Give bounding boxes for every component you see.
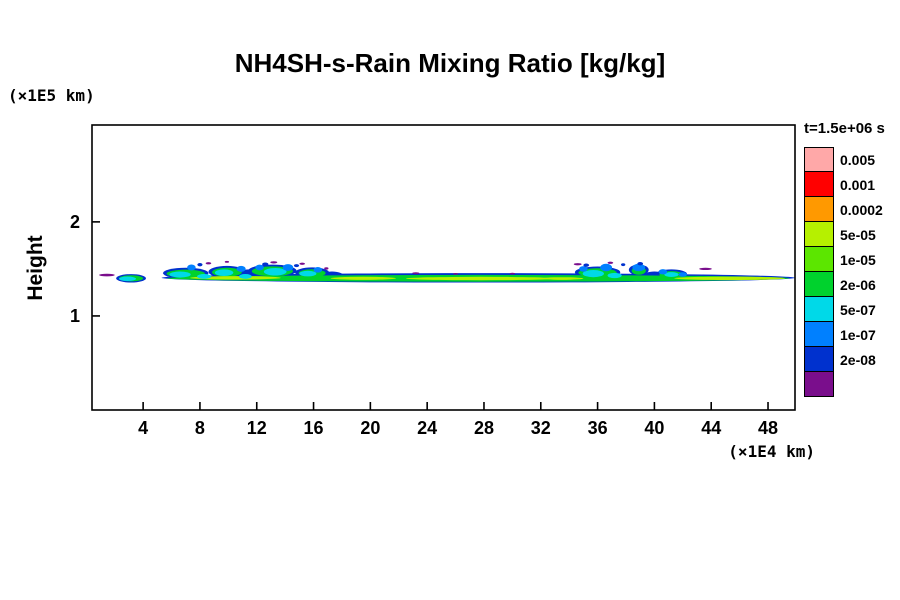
colorbar-entry: 0.005 bbox=[804, 147, 900, 172]
blue-patches bbox=[600, 263, 613, 272]
colorbar-level-label: 2e-06 bbox=[840, 276, 876, 293]
x-tick-label: 8 bbox=[195, 418, 205, 438]
navy-specks bbox=[583, 263, 590, 267]
purple-specks bbox=[607, 261, 614, 264]
x-tick-label: 12 bbox=[247, 418, 267, 438]
colorbar-swatch bbox=[804, 272, 834, 297]
colorbar-entry: 2e-08 bbox=[804, 347, 900, 372]
blue-patches bbox=[255, 264, 264, 271]
cyan-patches bbox=[582, 270, 604, 278]
x-tick-label: 4 bbox=[138, 418, 148, 438]
x-axis-unit: (×1E4 km) bbox=[728, 442, 815, 461]
band-core bbox=[189, 276, 281, 280]
colorbar-level-label: 5e-05 bbox=[840, 226, 876, 243]
colorbar-level-label: 1e-07 bbox=[840, 326, 876, 343]
band-core bbox=[674, 276, 786, 281]
plot-frame bbox=[91, 124, 796, 411]
navy-specks bbox=[197, 262, 203, 267]
blue-patches bbox=[236, 265, 246, 272]
colorbar-boxes: 0.005 0.001 0.0002 5e-05 1e-05 2e-06 5e-07 1e-0… bbox=[804, 147, 900, 397]
purple-specks bbox=[270, 261, 278, 264]
blue-patches bbox=[313, 267, 323, 273]
x-tick-label: 36 bbox=[588, 418, 608, 438]
colorbar-entry: 5e-05 bbox=[804, 222, 900, 247]
y-tick-label: 1 bbox=[70, 306, 80, 326]
purple-specks bbox=[99, 273, 115, 277]
purple-specks bbox=[205, 262, 212, 265]
colorbar-swatch bbox=[804, 372, 834, 397]
blue-patches bbox=[282, 264, 294, 271]
blue-patches bbox=[678, 272, 688, 277]
colorbar-entry: 2e-06 bbox=[804, 272, 900, 297]
contour-band bbox=[99, 260, 795, 283]
cyan-patches bbox=[263, 267, 287, 276]
colorbar-entry bbox=[804, 372, 900, 397]
x-tick-label: 20 bbox=[360, 418, 380, 438]
cyan-patches bbox=[214, 269, 234, 276]
navy-specks bbox=[293, 264, 300, 268]
colorbar-level-label: 2e-08 bbox=[840, 351, 876, 368]
colorbar-legend: t=1.5e+06 s 0.005 0.001 0.0002 5e-05 1e-05 2e… bbox=[804, 120, 900, 397]
purple-specks bbox=[453, 272, 459, 275]
x-tick-label: 40 bbox=[644, 418, 664, 438]
x-tick-label: 24 bbox=[417, 418, 437, 438]
blue-patches bbox=[579, 266, 588, 272]
cyan-patches bbox=[299, 270, 317, 277]
colorbar-entry: 0.0002 bbox=[804, 197, 900, 222]
purple-specks bbox=[224, 260, 230, 263]
colorbar-entry: 1e-07 bbox=[804, 322, 900, 347]
purple-specks bbox=[509, 272, 516, 275]
blue-patches bbox=[632, 263, 646, 272]
legend-time-label: t=1.5e+06 s bbox=[804, 120, 885, 137]
y-axis-unit: (×1E5 km) bbox=[8, 86, 95, 105]
y-tick-label: 2 bbox=[70, 212, 80, 232]
x-tick-label: 44 bbox=[701, 418, 721, 438]
purple-specks bbox=[699, 267, 712, 271]
blue-patches bbox=[187, 264, 196, 271]
blue-patches bbox=[658, 269, 668, 275]
cyan-patches bbox=[197, 273, 212, 279]
x-tick-label: 16 bbox=[304, 418, 324, 438]
navy-specks bbox=[621, 263, 626, 267]
cyan-patches bbox=[664, 272, 679, 277]
navy-specks bbox=[637, 262, 644, 266]
navy-specks bbox=[262, 262, 269, 266]
colorbar-entry: 0.001 bbox=[804, 172, 900, 197]
x-tick-label: 48 bbox=[758, 418, 778, 438]
colorbar-swatch bbox=[804, 222, 834, 247]
colorbar-entry: 1e-05 bbox=[804, 247, 900, 272]
colorbar-swatch bbox=[804, 197, 834, 222]
x-tick-label: 28 bbox=[474, 418, 494, 438]
colorbar-swatch bbox=[804, 147, 834, 172]
purple-specks bbox=[573, 263, 582, 266]
colorbar-swatch bbox=[804, 297, 834, 322]
colorbar-level-label: 5e-07 bbox=[840, 301, 876, 318]
cyan-patches bbox=[607, 272, 622, 279]
band-core bbox=[330, 276, 396, 280]
cyan-patches bbox=[118, 276, 137, 282]
purple-specks bbox=[299, 262, 306, 265]
band-core bbox=[540, 277, 584, 280]
colorbar-swatch bbox=[804, 172, 834, 197]
colorbar-entry: 5e-07 bbox=[804, 297, 900, 322]
purple-specks bbox=[412, 272, 420, 275]
cyan-patches bbox=[238, 273, 252, 279]
colorbar-level-label: 0.005 bbox=[840, 151, 876, 168]
colorbar-swatch bbox=[804, 322, 834, 347]
band-core bbox=[405, 276, 557, 281]
cyan-patches bbox=[169, 271, 191, 278]
x-tick-label: 32 bbox=[531, 418, 551, 438]
purple-specks bbox=[324, 267, 329, 270]
colorbar-swatch bbox=[804, 247, 834, 272]
y-axis-label: Height bbox=[24, 235, 47, 301]
colorbar-level-label: 1e-05 bbox=[840, 251, 876, 268]
colorbar-level-label: 0.001 bbox=[840, 176, 876, 193]
colorbar-level-label: 0.0002 bbox=[840, 201, 883, 218]
colorbar-swatch bbox=[804, 347, 834, 372]
page-title: NH4SH-s-Rain Mixing Ratio [kg/kg] bbox=[234, 48, 666, 78]
